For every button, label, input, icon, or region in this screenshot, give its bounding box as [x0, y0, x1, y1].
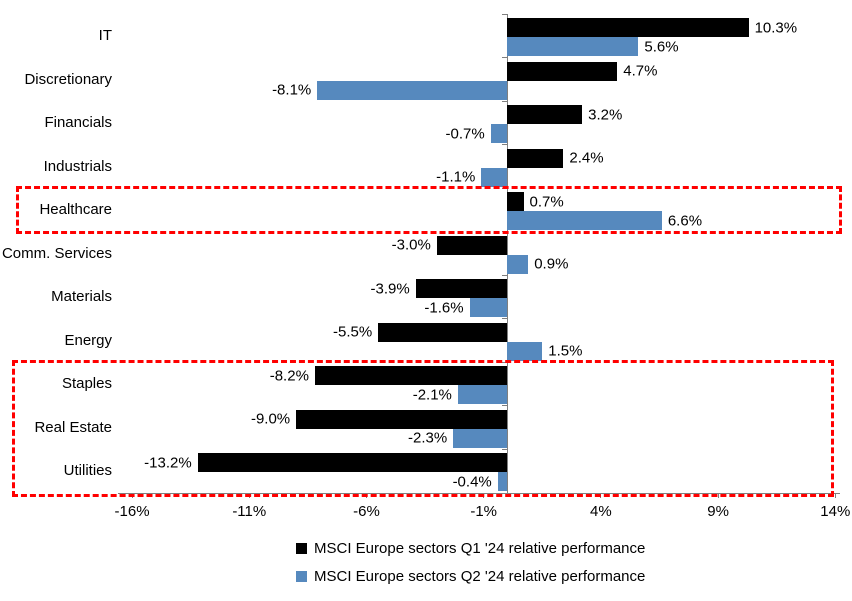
bar-q2-staples — [457, 385, 508, 405]
value-label-q2-utilities: -0.4% — [452, 473, 492, 491]
category-axis-line — [506, 14, 509, 493]
category-label-energy: Energy — [64, 331, 112, 349]
category-axis-tick — [502, 274, 508, 276]
value-label-q2-healthcare: 6.6% — [667, 212, 703, 230]
bar-q1-energy — [378, 322, 508, 342]
value-label-q2-industrials: -1.1% — [436, 168, 476, 186]
value-label-q2-it: 5.6% — [644, 38, 679, 55]
value-label-q1-comm-services: -3.0% — [391, 236, 431, 254]
value-axis-tick — [131, 493, 133, 498]
value-axis-tick — [483, 493, 485, 498]
category-label-real-estate: Real Estate — [34, 418, 112, 436]
value-label-q1-energy: -5.5% — [333, 323, 373, 341]
value-axis-tick-label: -11% — [232, 503, 267, 520]
category-label-comm-services: Comm. Services — [1, 244, 112, 262]
bar-q1-industrials — [507, 148, 564, 168]
category-label-staples: Staples — [61, 375, 112, 393]
value-label-q2-financials: -0.7% — [445, 125, 485, 143]
value-axis-tick-label: -6% — [353, 503, 380, 520]
legend-item-q2: MSCI Europe sectors Q2 '24 relative perf… — [296, 562, 645, 590]
bar-q1-financials — [507, 105, 583, 125]
bar-q1-utilities — [197, 453, 508, 473]
value-label-q2-staples: -2.1% — [412, 386, 452, 404]
value-axis-tick-label: -1% — [470, 503, 498, 520]
chart-legend: MSCI Europe sectors Q1 '24 relative perf… — [296, 534, 645, 590]
value-label-q1-utilities: -13.2% — [144, 454, 192, 472]
category-axis-tick — [502, 187, 508, 189]
bar-q2-materials — [469, 298, 508, 318]
value-label-q2-comm-services: 0.9% — [534, 255, 569, 273]
bar-q2-real-estate — [453, 428, 508, 448]
category-label-healthcare: Healthcare — [39, 201, 112, 219]
value-axis-tick — [248, 493, 250, 498]
category-label-it: IT — [98, 27, 112, 44]
category-label-industrials: Industrials — [43, 157, 112, 175]
bar-q1-healthcare — [507, 192, 524, 212]
value-axis-tick-label: 14% — [820, 503, 851, 520]
bar-q2-healthcare — [507, 211, 662, 231]
value-label-q1-materials: -3.9% — [370, 280, 410, 298]
value-label-q2-materials: -1.6% — [424, 299, 464, 317]
bar-q2-discretionary — [317, 80, 508, 100]
value-label-q1-it: 10.3% — [754, 19, 798, 36]
bar-q2-financials — [490, 124, 508, 144]
value-axis-tick — [365, 493, 367, 498]
value-axis-tick — [600, 493, 602, 498]
category-axis-tick — [502, 144, 508, 146]
value-axis-tick — [717, 493, 719, 498]
value-axis-line — [118, 493, 840, 494]
bar-q2-industrials — [481, 167, 508, 187]
bar-q1-comm-services — [436, 235, 508, 255]
value-axis-tick-label: 9% — [707, 503, 729, 520]
bar-q1-it — [507, 18, 749, 37]
bar-q2-utilities — [497, 472, 508, 492]
value-label-q2-real-estate: -2.3% — [408, 429, 448, 447]
category-axis-tick — [502, 231, 508, 233]
value-label-q1-discretionary: 4.7% — [623, 62, 658, 80]
category-axis-tick — [502, 448, 508, 450]
bar-q1-staples — [314, 366, 508, 386]
category-axis-tick — [502, 100, 508, 102]
category-axis-tick — [502, 57, 508, 59]
category-axis-tick — [502, 13, 508, 15]
value-label-q1-financials: 3.2% — [588, 106, 623, 124]
value-axis-tick-label: 4% — [590, 503, 612, 520]
highlight-box-0 — [16, 186, 842, 234]
category-label-financials: Financials — [44, 114, 112, 132]
category-label-discretionary: Discretionary — [24, 70, 112, 88]
legend-label-q2: MSCI Europe sectors Q2 '24 relative perf… — [314, 567, 646, 585]
bar-q2-energy — [507, 341, 543, 361]
bar-q2-it — [507, 37, 639, 56]
legend-item-q1: MSCI Europe sectors Q1 '24 relative perf… — [296, 534, 645, 562]
bar-q1-materials — [415, 279, 508, 299]
bar-q2-comm-services — [507, 254, 529, 274]
legend-label-q1: MSCI Europe sectors Q1 '24 relative perf… — [314, 539, 646, 557]
value-axis-tick-label: -16% — [114, 503, 150, 520]
value-label-q1-staples: -8.2% — [269, 367, 309, 385]
legend-swatch-q2-icon — [296, 570, 307, 582]
value-label-q1-real-estate: -9.0% — [250, 410, 291, 428]
category-axis-tick — [502, 405, 508, 407]
category-label-materials: Materials — [51, 288, 112, 306]
category-axis-tick — [502, 361, 508, 363]
bar-q1-discretionary — [507, 61, 618, 81]
value-label-q2-energy: 1.5% — [548, 342, 583, 360]
value-label-q1-industrials: 2.4% — [569, 149, 604, 167]
value-label-q1-healthcare: 0.7% — [529, 193, 564, 211]
value-axis-tick — [834, 493, 836, 498]
category-label-utilities: Utilities — [63, 462, 112, 480]
category-axis-tick — [502, 318, 508, 320]
bar-q1-real-estate — [296, 409, 508, 429]
legend-swatch-q1-icon — [296, 542, 307, 554]
value-label-q2-discretionary: -8.1% — [272, 81, 312, 99]
